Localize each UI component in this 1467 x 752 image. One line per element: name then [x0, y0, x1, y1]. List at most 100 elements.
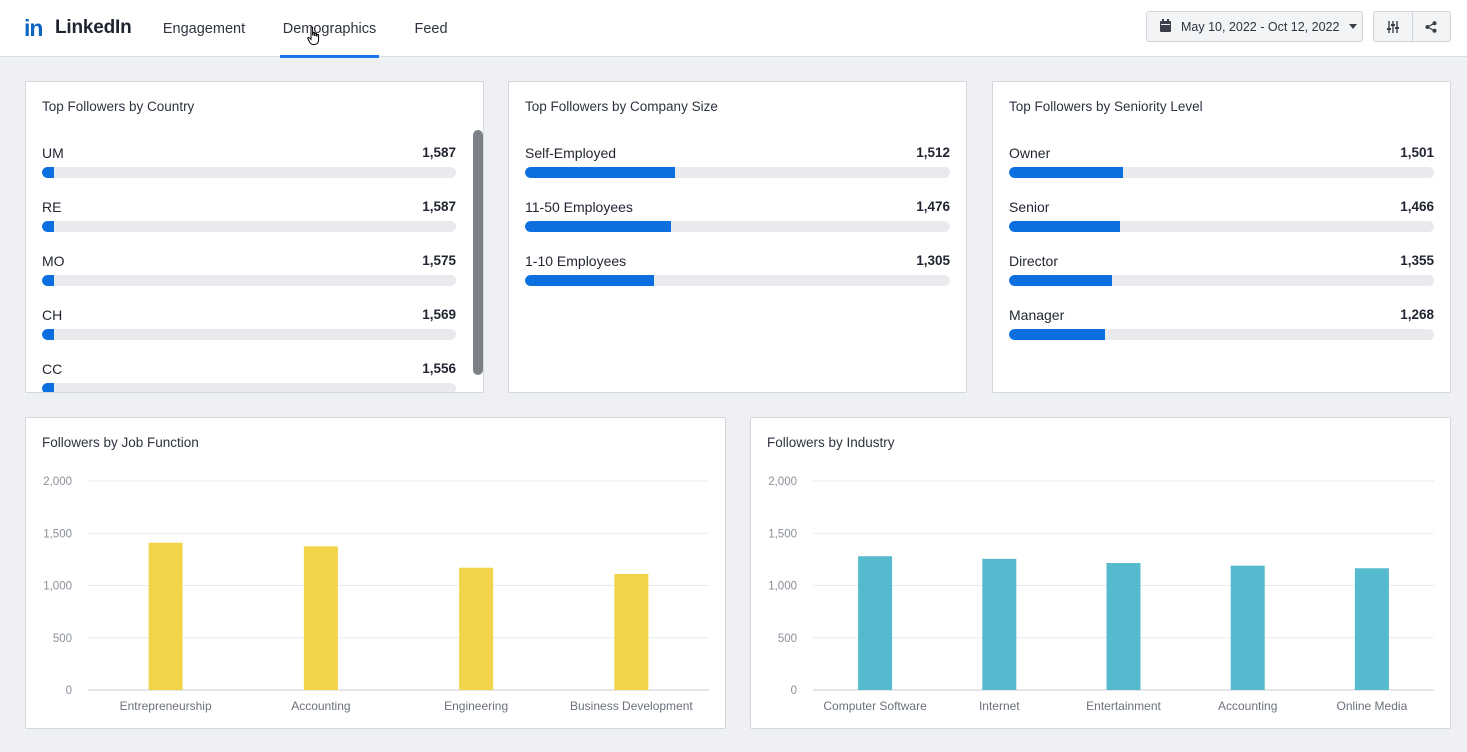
bar-value: 1,587 — [422, 199, 456, 214]
tab-feed[interactable]: Feed — [414, 20, 448, 37]
company-size-card: Top Followers by Company Size Self-Emplo… — [508, 81, 967, 393]
bar-track — [42, 383, 456, 392]
bar-fill — [1009, 221, 1121, 232]
bar-value: 1,268 — [1400, 307, 1434, 322]
tab-demographics[interactable]: Demographics — [280, 0, 379, 58]
company-size-list: Self-Employed 1,512 11-50 Employees 1,476 1-… — [525, 145, 950, 307]
bar-value: 1,501 — [1400, 145, 1434, 160]
bar-label: CH — [42, 307, 63, 323]
bar-fill — [42, 221, 55, 232]
date-range-picker[interactable]: May 10, 2022 - Oct 12, 2022 — [1146, 11, 1363, 42]
bar-track — [1009, 329, 1434, 340]
bar-row: 11-50 Employees 1,476 — [525, 199, 950, 253]
y-tick-label: 500 — [53, 633, 72, 645]
calendar-icon — [1160, 19, 1171, 32]
bar-fill — [42, 329, 55, 340]
country-scroll-area[interactable]: UM 1,587 RE 1,587 MO 1,575 CH 1,569 CC 1,556 — [26, 82, 483, 392]
bar-fill — [1009, 275, 1112, 286]
bar-row: Owner 1,501 — [1009, 145, 1434, 199]
bar-label: Senior — [1009, 199, 1050, 215]
bar-row: CC 1,556 — [42, 361, 456, 392]
bar-label: RE — [42, 199, 62, 215]
chart-bar[interactable] — [614, 574, 649, 690]
bar-row: MO 1,575 — [42, 253, 456, 307]
bar-label: Director — [1009, 253, 1059, 269]
bar-value: 1,466 — [1400, 199, 1434, 214]
y-tick-label: 2,000 — [43, 476, 72, 488]
x-tick-label: Accounting — [1218, 699, 1277, 713]
chart-bar[interactable] — [1230, 565, 1265, 690]
bar-fill — [1009, 167, 1123, 178]
chart-title: Followers by Job Function — [42, 435, 199, 450]
linkedin-icon: in — [24, 15, 43, 41]
bar-value: 1,476 — [916, 199, 950, 214]
chart-bar[interactable] — [982, 558, 1017, 690]
bar-track — [42, 167, 456, 178]
bar-row: Self-Employed 1,512 — [525, 145, 950, 199]
chart-bar[interactable] — [1106, 563, 1141, 690]
x-tick-label: Business Development — [570, 699, 693, 713]
y-tick-label: 0 — [791, 685, 797, 697]
x-tick-label: Entrepreneurship — [120, 699, 212, 713]
bar-fill — [525, 167, 676, 178]
bar-track — [42, 275, 456, 286]
y-tick-label: 1,000 — [43, 581, 72, 593]
tab-engagement[interactable]: Engagement — [162, 20, 246, 37]
chart-bar[interactable] — [858, 556, 893, 690]
y-tick-label: 1,500 — [768, 528, 797, 540]
x-tick-label: Internet — [979, 699, 1020, 713]
y-tick-label: 0 — [66, 685, 72, 697]
bar-label: UM — [42, 145, 64, 161]
bar-value: 1,556 — [422, 361, 456, 376]
chart-bar[interactable] — [1354, 568, 1389, 690]
bar-track — [1009, 221, 1434, 232]
bar-row: UM 1,587 — [42, 145, 456, 199]
sliders-icon — [1386, 20, 1399, 33]
bar-value: 1,512 — [916, 145, 950, 160]
country-list: UM 1,587 RE 1,587 MO 1,575 CH 1,569 CC 1,556 — [42, 145, 456, 392]
app-title: LinkedIn — [55, 17, 132, 38]
bar-track — [525, 167, 950, 178]
bar-label: CC — [42, 361, 63, 377]
y-tick-label: 1,000 — [768, 581, 797, 593]
date-range-text: May 10, 2022 - Oct 12, 2022 — [1181, 19, 1340, 34]
bar-track — [1009, 167, 1434, 178]
share-button[interactable] — [1411, 12, 1451, 41]
bar-value: 1,569 — [422, 307, 456, 322]
card-title: Top Followers by Company Size — [525, 99, 718, 114]
y-tick-label: 2,000 — [768, 476, 797, 488]
job-function-chart: 0 500 1,000 1,500 2,000 Entrepreneurship Accou… — [43, 476, 709, 713]
y-tick-label: 500 — [778, 633, 797, 645]
bar-value: 1,587 — [422, 145, 456, 160]
customize-button[interactable] — [1374, 12, 1412, 41]
industry-card: Followers by Industry 0 500 1,000 1,500 2,00… — [750, 417, 1451, 729]
x-tick-label: Computer Software — [823, 699, 927, 713]
seniority-card: Top Followers by Seniority Level Owner 1,… — [992, 81, 1451, 393]
bar-label: Owner — [1009, 145, 1051, 161]
bar-row: CH 1,569 — [42, 307, 456, 361]
top-header: in LinkedIn Engagement Demographics Feed… — [0, 0, 1467, 58]
bar-fill — [1009, 329, 1106, 340]
card-title: Top Followers by Country — [42, 99, 195, 114]
bar-track — [525, 221, 950, 232]
chart-bar[interactable] — [148, 542, 183, 690]
x-tick-label: Engineering — [444, 699, 508, 713]
bar-label: 1-10 Employees — [525, 253, 627, 269]
scrollbar-thumb[interactable] — [473, 130, 483, 375]
bar-row: 1-10 Employees 1,305 — [525, 253, 950, 307]
bar-fill — [42, 275, 55, 286]
chart-bar[interactable] — [303, 546, 338, 690]
country-card: Top Followers by Country UM 1,587 RE 1,587 M… — [25, 81, 484, 393]
bar-track — [42, 329, 456, 340]
card-title: Top Followers by Seniority Level — [1009, 99, 1203, 114]
bar-track — [525, 275, 950, 286]
bar-track — [1009, 275, 1434, 286]
chart-bar[interactable] — [459, 567, 494, 690]
bar-row: RE 1,587 — [42, 199, 456, 253]
bar-row: Manager 1,268 — [1009, 307, 1434, 361]
seniority-list: Owner 1,501 Senior 1,466 Director 1,355 Manage… — [1009, 145, 1434, 361]
bar-fill — [42, 383, 55, 392]
bar-fill — [525, 221, 672, 232]
bar-value: 1,305 — [916, 253, 950, 268]
bar-row: Senior 1,466 — [1009, 199, 1434, 253]
